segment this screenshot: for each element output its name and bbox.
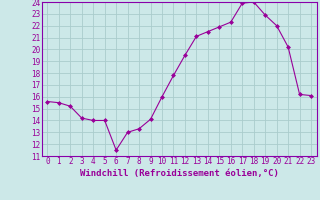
X-axis label: Windchill (Refroidissement éolien,°C): Windchill (Refroidissement éolien,°C) bbox=[80, 169, 279, 178]
